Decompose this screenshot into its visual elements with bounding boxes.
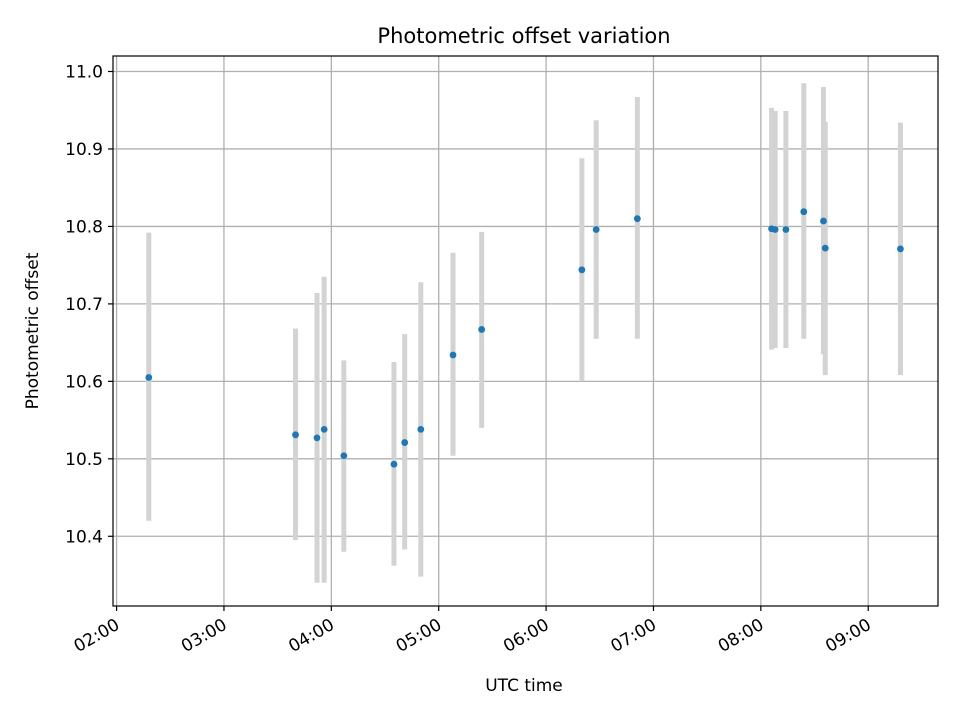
y-axis-title: Photometric offset	[23, 252, 43, 409]
x-tick-label: 07:00	[608, 615, 660, 657]
data-point	[401, 439, 409, 446]
grid	[113, 56, 938, 606]
data-point	[313, 434, 321, 442]
error-bars	[146, 83, 903, 583]
data-point	[820, 217, 827, 225]
data-point	[782, 226, 790, 233]
data-point	[592, 226, 600, 233]
y-tick-label: 10.7	[65, 295, 103, 315]
data-point	[478, 326, 486, 333]
x-axis-ticks: 02:00 03:00 04:00 05:00 06:00 07:00 08:00 09:00	[71, 606, 875, 657]
y-tick-label: 10.4	[65, 527, 103, 547]
data-point	[897, 245, 904, 253]
data-point	[449, 351, 457, 359]
y-tick-label: 10.6	[65, 372, 103, 392]
chart-title: Photometric offset variation	[377, 24, 670, 48]
data-point	[821, 244, 829, 252]
x-tick-label: 08:00	[715, 615, 767, 657]
plot-frame	[112, 55, 939, 607]
data-point	[800, 208, 808, 216]
data-point	[340, 452, 348, 460]
data-point	[417, 425, 425, 433]
y-tick-label: 10.8	[65, 217, 103, 237]
data-point	[390, 460, 398, 468]
x-tick-label: 04:00	[285, 615, 337, 657]
data-point	[771, 226, 779, 233]
data-points	[145, 208, 904, 468]
data-point	[633, 215, 641, 223]
data-point	[145, 374, 153, 381]
y-tick-label: 11.0	[65, 62, 103, 82]
x-tick-label: 09:00	[822, 615, 874, 657]
x-tick-label: 03:00	[178, 615, 230, 657]
y-tick-label: 10.9	[65, 140, 103, 160]
x-tick-label: 05:00	[393, 615, 445, 657]
x-tick-label: 06:00	[500, 615, 552, 657]
y-axis-ticks: 10.4 10.5 10.6 10.7 10.8 10.9 11.0	[65, 62, 113, 547]
data-point	[292, 431, 299, 439]
data-point	[578, 266, 586, 274]
data-point	[320, 425, 328, 433]
x-tick-label: 02:00	[71, 615, 123, 657]
y-tick-label: 10.5	[65, 450, 103, 470]
x-axis-title: UTC time	[485, 676, 563, 696]
